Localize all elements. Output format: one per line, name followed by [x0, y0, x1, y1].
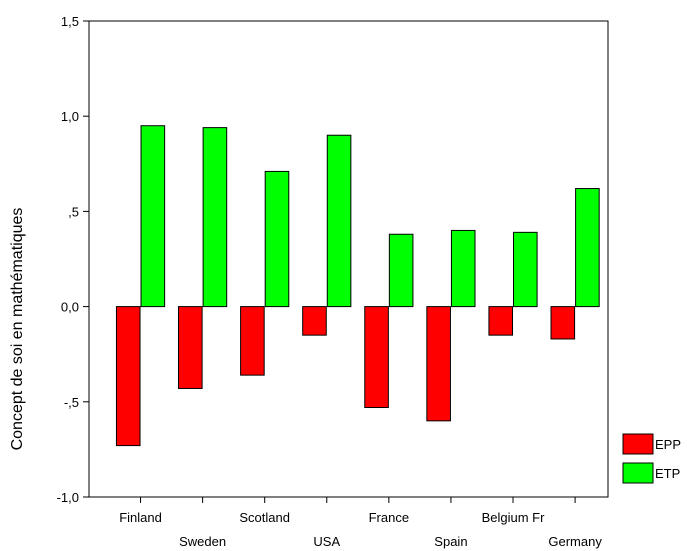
bar-etp-scotland [264, 170, 290, 308]
bar-epp-sweden [178, 306, 203, 389]
y-tick-label: -1,0 [57, 490, 79, 505]
x-axis: Finland Sweden Scotland USA France Spain Belgi… [119, 497, 602, 549]
legend-swatch-etp [622, 462, 654, 484]
y-tick-label: 0,0 [61, 300, 79, 315]
bar-etp-usa [326, 134, 352, 308]
x-tick-label: Sweden [179, 534, 226, 549]
bar-epp-france [364, 306, 389, 409]
legend-swatch-epp [622, 433, 654, 455]
y-axis-title: Concept de soi en mathématiques [9, 208, 26, 451]
bar-epp-germany [550, 306, 576, 340]
y-tick-label: -,5 [64, 395, 79, 410]
bar-etp-germany [575, 188, 600, 308]
y-tick-label: 1,0 [61, 109, 79, 124]
legend-label-epp: EPP [655, 437, 681, 452]
bar-epp-spain [426, 306, 451, 422]
bar-epp-usa [302, 306, 327, 336]
x-tick-label: Scotland [239, 510, 290, 525]
y-tick-label: ,5 [68, 204, 79, 219]
bar-etp-france [388, 233, 414, 308]
x-tick-label: Finland [119, 510, 162, 525]
x-tick-label: France [369, 510, 409, 525]
bar-etp-belgium-fr [513, 231, 538, 308]
bar-etp-sweden [202, 127, 228, 308]
legend: EPP ETP [622, 433, 681, 484]
x-tick-label: Belgium Fr [482, 510, 546, 525]
bar-epp-scotland [240, 306, 265, 376]
bar-etp-spain [450, 229, 476, 308]
y-axis: -1,0 -,5 0,0 ,5 1,0 1,5 [57, 14, 89, 505]
x-tick-label: Germany [548, 534, 602, 549]
bar-etp-finland [140, 125, 166, 308]
bar-epp-belgium-fr [488, 306, 514, 336]
bar-epp-finland [115, 306, 141, 447]
x-tick-label: USA [313, 534, 340, 549]
x-tick-label: Spain [434, 534, 467, 549]
legend-label-etp: ETP [655, 466, 680, 481]
y-tick-label: 1,5 [61, 14, 79, 29]
bars [115, 125, 600, 447]
